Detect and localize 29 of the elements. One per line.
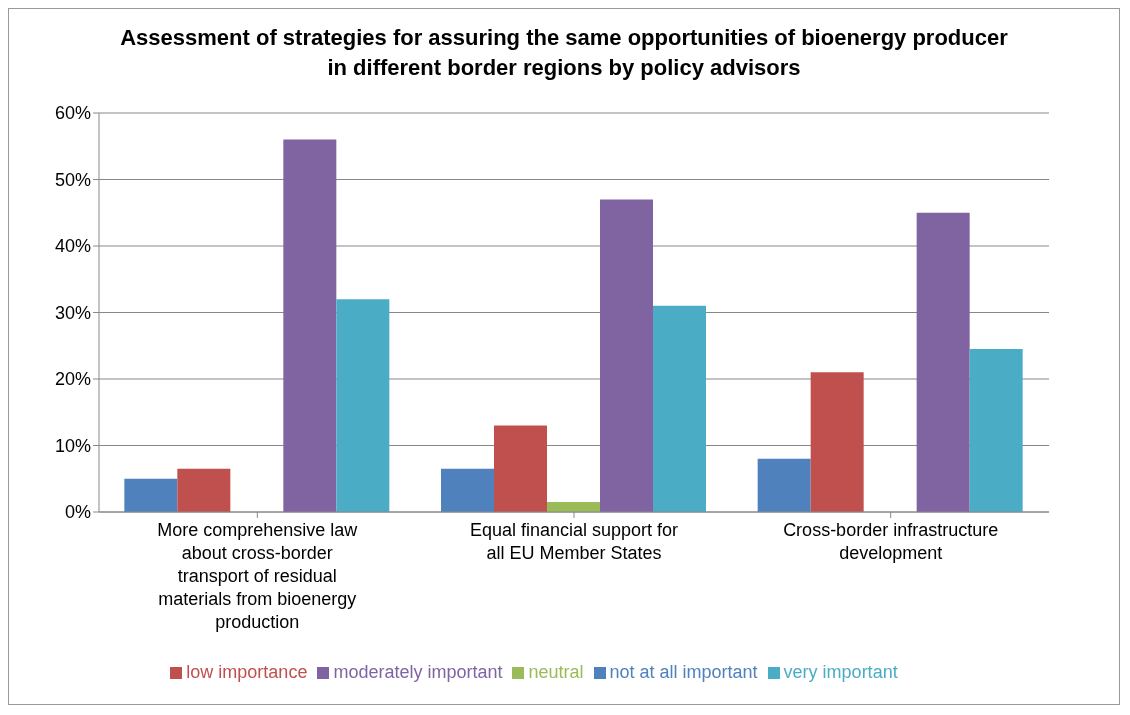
legend-label: neutral	[528, 662, 584, 682]
bar	[757, 458, 811, 512]
bar	[653, 305, 706, 512]
x-tick-label: Cross-border infrastructure development	[783, 520, 999, 563]
legend-label: low importance	[186, 662, 308, 682]
bar	[810, 372, 864, 512]
legend-label: very important	[783, 662, 898, 682]
legend-label: not at all important	[609, 662, 758, 682]
y-tick-label: 20%	[54, 369, 91, 390]
y-tick-label: 40%	[54, 236, 91, 257]
chart-title: Assessment of strategies for assuring the same opportunities of bioenergy producer in different border regions by policy advisors	[119, 24, 1009, 82]
bar	[494, 425, 547, 512]
x-tick-label: Equal financial support for all EU Member States	[469, 520, 679, 563]
bar	[916, 212, 970, 512]
legend-label: moderately important	[333, 662, 503, 682]
bar	[336, 299, 390, 512]
y-tick-label: 60%	[54, 103, 91, 124]
x-tick-label: More comprehensive law about cross-border transport of residual materials from bioenergy production	[157, 520, 359, 632]
bar	[441, 468, 494, 512]
bar	[124, 478, 178, 512]
bar	[177, 468, 231, 512]
bar	[547, 502, 600, 512]
bar	[600, 199, 653, 512]
bar	[969, 349, 1023, 512]
y-tick-label: 0%	[64, 502, 91, 523]
y-tick-label: 30%	[54, 302, 91, 323]
bar	[283, 139, 337, 512]
y-tick-label: 50%	[54, 169, 91, 190]
y-tick-label: 10%	[54, 435, 91, 456]
